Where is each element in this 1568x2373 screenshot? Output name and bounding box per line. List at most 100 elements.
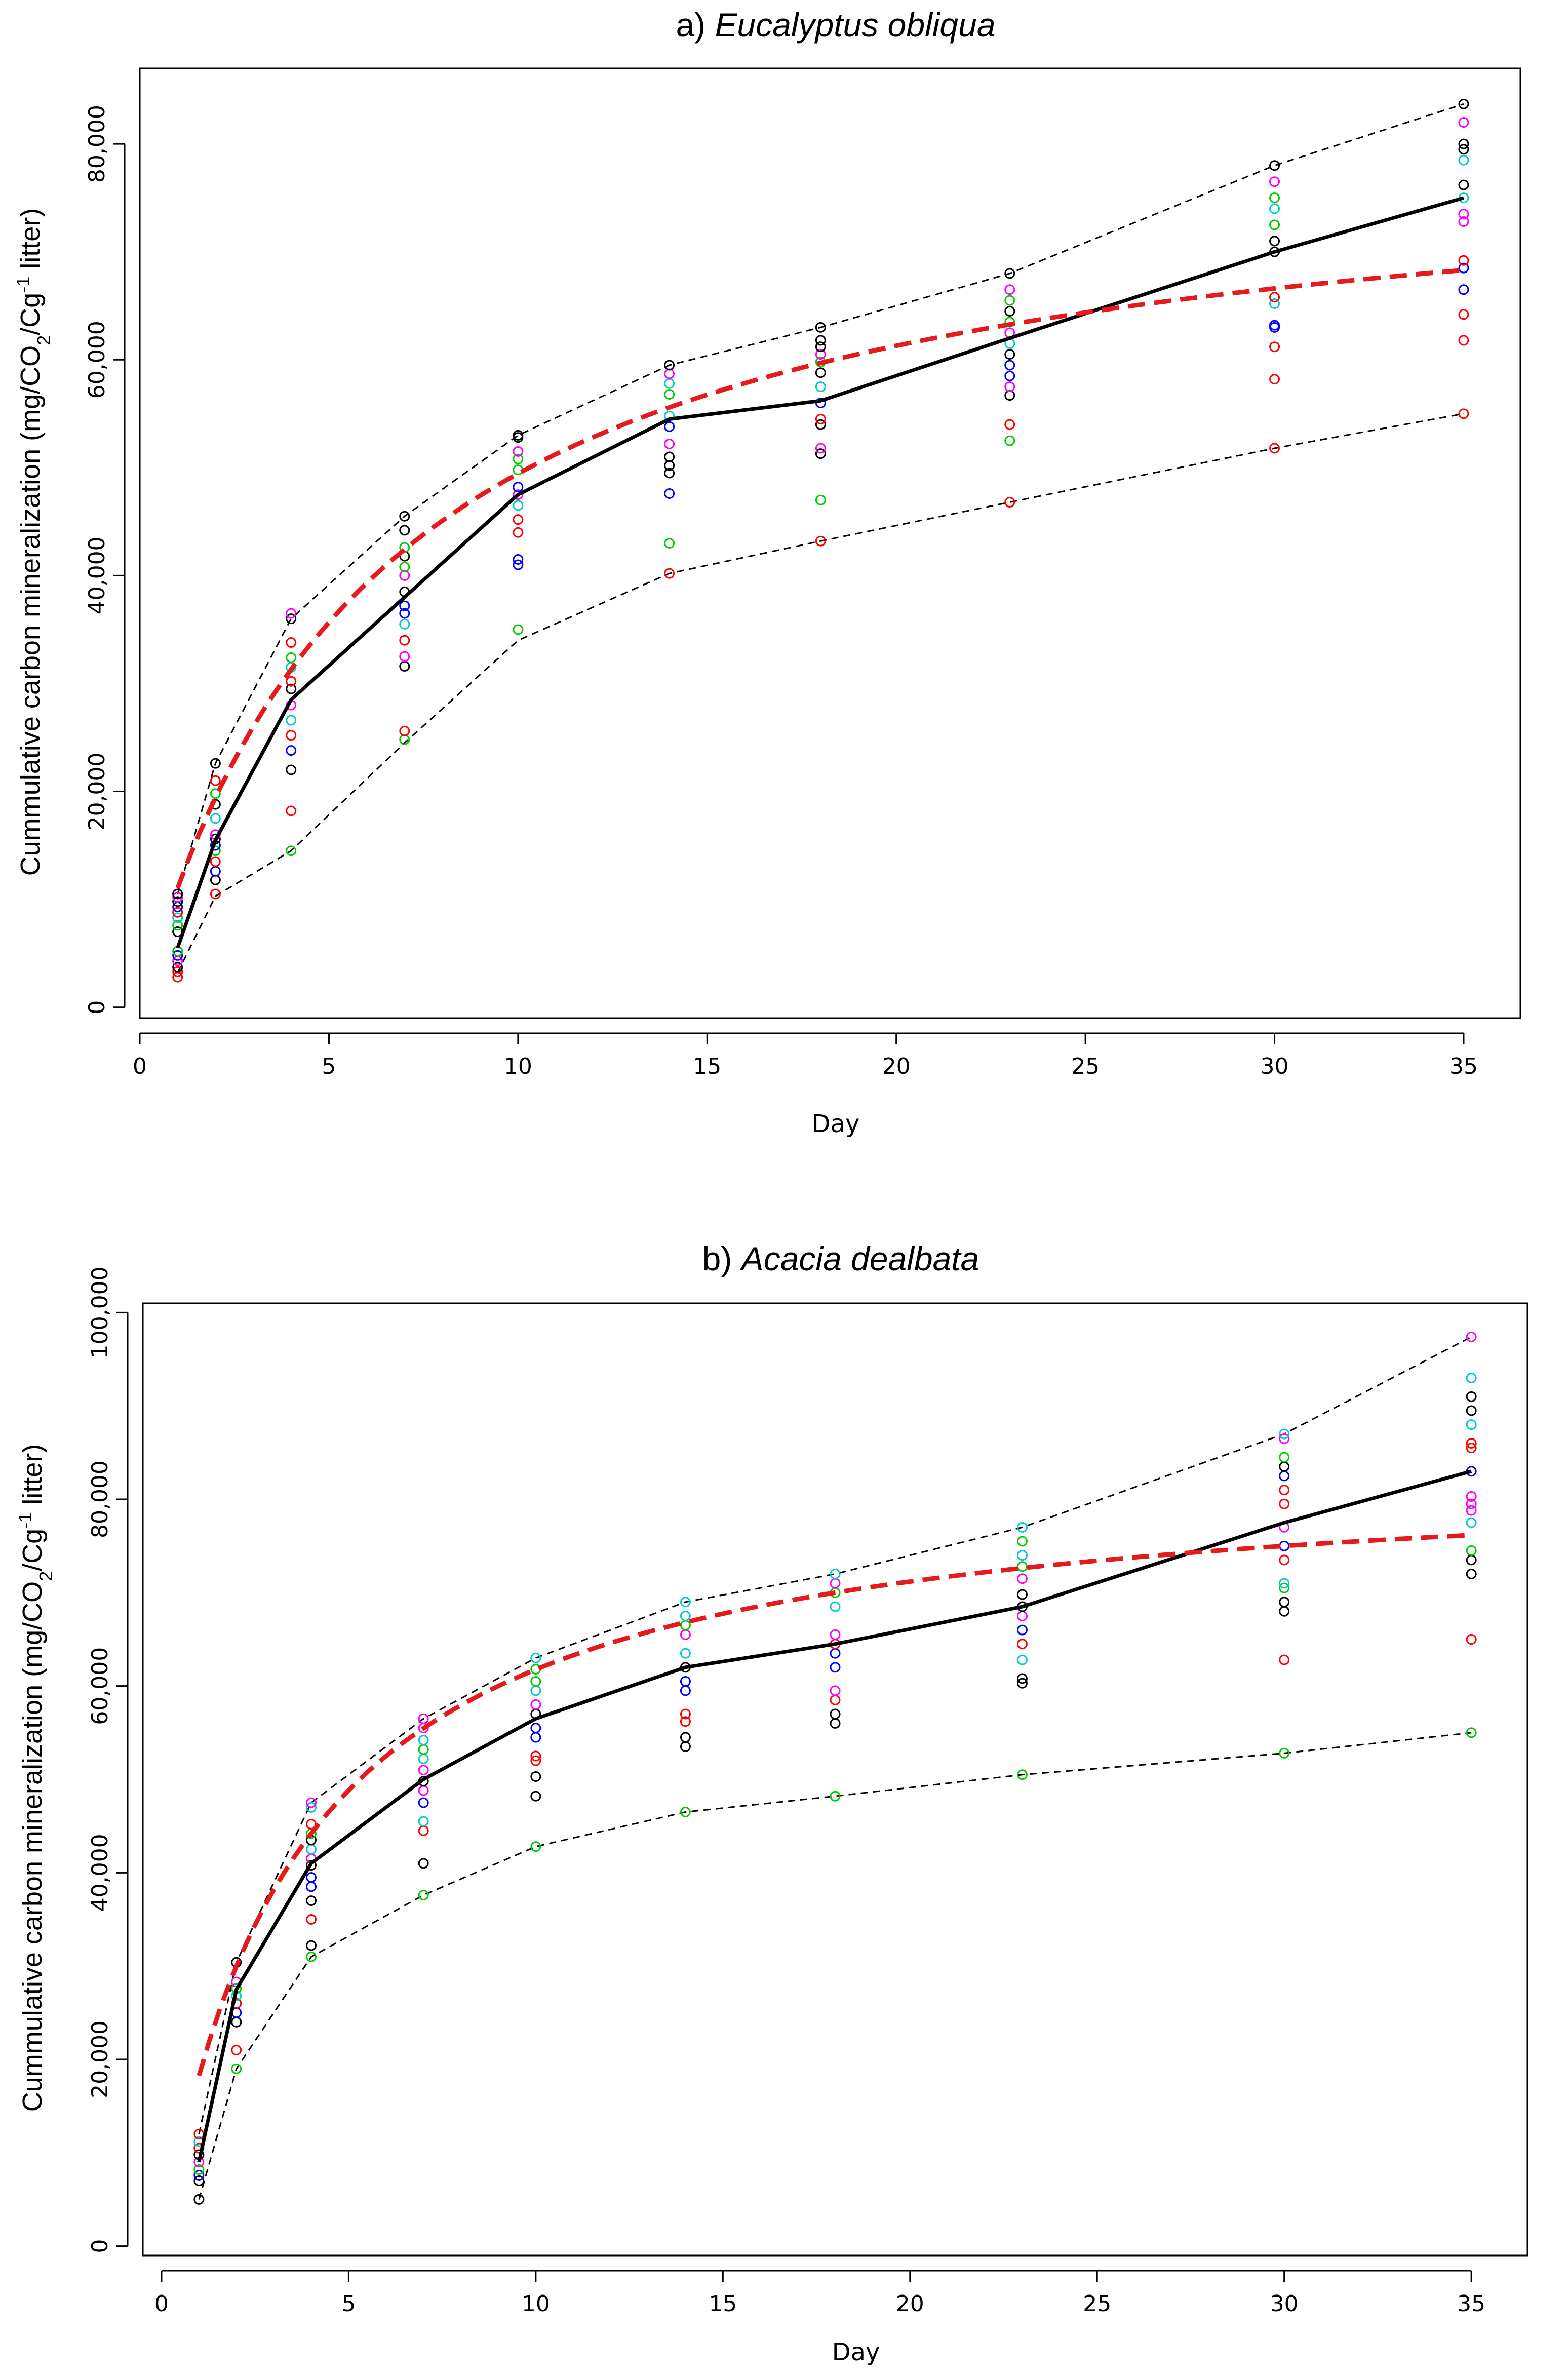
panel-a-data-point xyxy=(1269,320,1280,331)
panel-a-y-tick-label: 40,000 xyxy=(84,536,110,614)
panel-b-upper-envelope-line xyxy=(198,1336,1472,2134)
panel-a-data-point xyxy=(210,788,221,799)
panel-b-title: b) Acacia dealbata xyxy=(702,1240,979,1277)
panel-a-data-point xyxy=(286,715,297,726)
panel-a-data-point xyxy=(1269,298,1280,309)
panel-b-data-point xyxy=(1016,1624,1028,1636)
panel-b-data-point xyxy=(530,1755,541,1766)
panel-a-data-point xyxy=(1004,268,1015,279)
panel-b-data-point xyxy=(1279,1747,1290,1759)
panel-a-data-point xyxy=(286,608,297,619)
panel-b-data-point xyxy=(830,1601,841,1612)
panel-a-data-point xyxy=(210,775,221,786)
panel-a-fitted-curve xyxy=(175,267,1464,889)
panel-b-data-point xyxy=(1279,1578,1290,1589)
panel-a-data-point xyxy=(513,554,524,565)
panel-b-data-point xyxy=(830,1791,841,1802)
panel-a-data-point xyxy=(1269,443,1280,454)
panel-a-data-point xyxy=(815,419,826,430)
panel-b-data-point xyxy=(306,1895,317,1907)
panel-a-data-point xyxy=(1458,309,1469,320)
panel-a-data-point xyxy=(664,568,675,579)
panel-b-data-point xyxy=(830,1662,841,1673)
panel-a-x-tick-label: 0 xyxy=(133,1054,147,1079)
panel-b-data-point xyxy=(1466,1419,1477,1430)
panel-a-x-tick-label: 20 xyxy=(882,1054,911,1079)
panel-b-data-point xyxy=(1016,1550,1028,1561)
panel-b-fitted-curve xyxy=(197,1533,1472,2077)
panel-a-data-point xyxy=(815,335,826,346)
panel-b-data-point xyxy=(1466,1545,1477,1556)
panel-b-data-point xyxy=(231,2045,242,2056)
panel-a-x-tick-label: 25 xyxy=(1071,1054,1100,1079)
panel-b-data-point xyxy=(530,1771,541,1782)
panel-b-mean-line xyxy=(197,1469,1472,2163)
panel-a-data-point xyxy=(172,912,183,923)
panel-b-data-point xyxy=(680,1610,691,1621)
panel-b-data-point xyxy=(193,2164,205,2175)
panel-b-data-point xyxy=(193,2194,205,2205)
panel-a-data-point xyxy=(1269,292,1280,303)
panel-a-data-point xyxy=(1458,408,1469,419)
panel-b-data-point xyxy=(530,1699,541,1710)
panel-b-data-point xyxy=(1466,1517,1477,1528)
panel-a-data-point xyxy=(286,676,297,687)
panel-a-data-point xyxy=(1458,284,1469,295)
panel-a-data-point xyxy=(513,489,524,500)
panel-a-data-point xyxy=(1458,209,1469,220)
panel-b-data-point xyxy=(680,1716,691,1727)
panel-b-data-point xyxy=(830,1569,841,1580)
panel-a-data-point xyxy=(286,805,297,816)
panel-b-data-point xyxy=(1466,1569,1477,1580)
panel-b-data-point xyxy=(418,1890,429,1901)
panel-b-data-point xyxy=(306,1802,317,1813)
panel-b-data-point xyxy=(1016,1639,1028,1650)
panel-b-data-point xyxy=(1466,1372,1477,1383)
panel-b-data-point xyxy=(418,1816,429,1827)
panel-b-data-point xyxy=(530,1791,541,1802)
panel-b-data-point xyxy=(830,1629,841,1640)
panel-a-data-point xyxy=(399,525,410,536)
panel-a-data-point xyxy=(286,613,297,625)
panel-a-data-point xyxy=(286,652,297,663)
panel-a-data-point xyxy=(815,448,826,459)
panel-a-data-point xyxy=(664,421,675,432)
panel-b-data-point xyxy=(1466,1405,1477,1416)
panel-b-plot-frame xyxy=(142,1302,1528,2257)
panel-b-data-point xyxy=(680,1676,691,1687)
panel-a-data-point xyxy=(1269,192,1280,204)
panel-a-y-tick-label: 0 xyxy=(84,1000,110,1015)
panel-a-data-point xyxy=(513,514,524,525)
panel-a-data-point xyxy=(286,637,297,648)
panel-a-data-point xyxy=(513,500,524,511)
panel-a-data-point xyxy=(1458,144,1469,155)
panel-b-data-point xyxy=(306,1940,317,1951)
panel-a-data-point xyxy=(815,535,826,547)
panel-b-data-point xyxy=(306,1872,317,1883)
panel-b-data-point xyxy=(1016,1589,1028,1600)
panel-a-data-point xyxy=(1458,138,1469,149)
panel-b-data-point xyxy=(1279,1428,1290,1440)
panel-a-data-point xyxy=(815,381,826,393)
panel-b-data-point xyxy=(1279,1433,1290,1444)
panel-a-data-point xyxy=(664,468,675,479)
panel-b-y-axis-label: Cummulative carbon mineralization (mg/CO… xyxy=(15,1444,56,2112)
panel-a-data-point xyxy=(172,907,183,918)
panel-b-y-tick-label: 40,000 xyxy=(87,1834,113,1912)
panel-b-data-point xyxy=(1466,1491,1477,1502)
panel-b-x-tick-label: 5 xyxy=(341,2291,356,2317)
panel-a-data-point xyxy=(399,600,410,611)
panel-b-data-point xyxy=(680,1732,691,1743)
panel-a-data-point xyxy=(513,624,524,635)
panel-a-data-point xyxy=(1269,236,1280,247)
panel-b-data-point xyxy=(418,1713,429,1724)
panel-a-data-point xyxy=(286,764,297,775)
panel-a-data-point xyxy=(172,896,183,907)
panel-b-x-tick-label: 30 xyxy=(1270,2291,1299,2317)
panel-b-data-point xyxy=(1016,1573,1028,1584)
panel-a-data-point xyxy=(1458,179,1469,190)
panel-a-mean-line xyxy=(176,196,1464,949)
panel-a-data-point xyxy=(1004,295,1015,306)
